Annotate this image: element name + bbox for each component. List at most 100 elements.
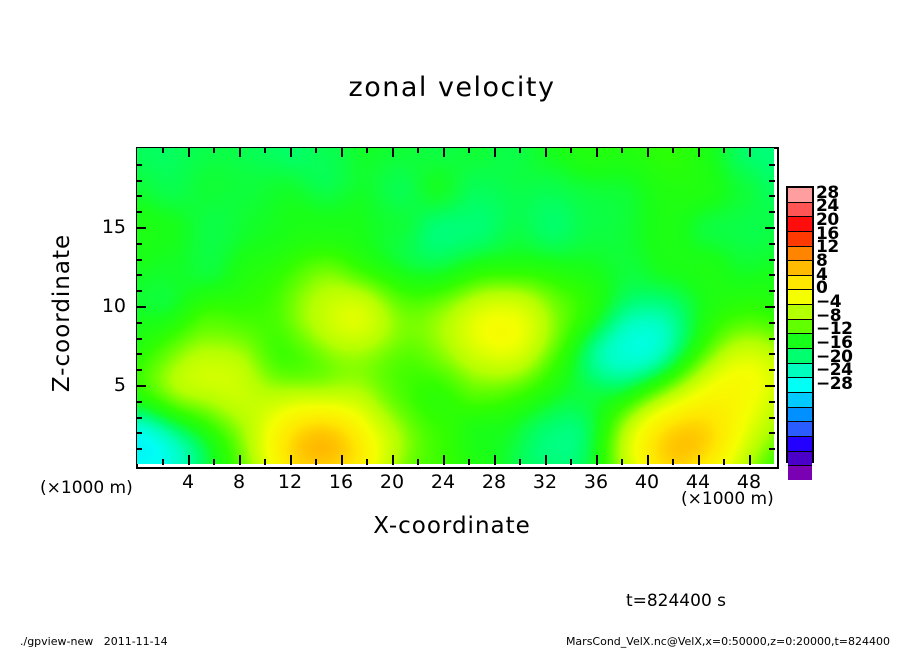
y-tick-minor	[136, 369, 142, 371]
x-tick-minor	[213, 459, 215, 465]
y-tick-major	[136, 227, 146, 229]
colorbar-tick-label: −8	[816, 305, 842, 326]
y-tick-minor	[136, 274, 142, 276]
x-tick-major	[290, 455, 292, 465]
x-tick-minor	[315, 459, 317, 465]
colorbar-swatch	[788, 451, 812, 467]
colorbar-swatch	[788, 363, 812, 379]
colorbar-tick-label: 24	[816, 196, 839, 217]
y-tick-minor	[136, 290, 142, 292]
colorbar-swatch	[788, 261, 812, 276]
x-tick-minor	[672, 459, 674, 465]
x-tick-major-top	[239, 147, 241, 157]
x-tick-major-top	[188, 147, 190, 157]
x-tick-label: 4	[181, 471, 195, 493]
colorbar-swatch	[788, 188, 812, 203]
x-tick-minor	[417, 459, 419, 465]
x-tick-label: 44	[685, 471, 711, 493]
y-tick-minor	[136, 180, 142, 182]
x-tick-minor-top	[264, 147, 266, 153]
y-tick-minor-right	[769, 338, 775, 340]
y-tick-minor	[136, 211, 142, 213]
x-tick-minor	[519, 459, 521, 465]
colorbar-swatch	[788, 290, 812, 306]
y-tick-major-right	[765, 385, 775, 387]
y-tick-minor	[136, 417, 142, 419]
x-tick-minor	[366, 459, 368, 465]
x-tick-major	[749, 455, 751, 465]
colorbar-swatch	[788, 246, 812, 262]
x-tick-major-top	[749, 147, 751, 157]
y-tick-minor-right	[769, 432, 775, 434]
footer-left: ./gpview-new 2011-11-14	[20, 635, 168, 648]
colorbar-tick-label: 20	[816, 210, 839, 231]
x-tick-minor	[264, 459, 266, 465]
x-tick-label: 20	[379, 471, 405, 493]
colorbar-tick-label: 12	[816, 237, 839, 258]
y-tick-minor-right	[769, 290, 775, 292]
x-tick-minor-top	[723, 147, 725, 153]
x-tick-minor-top	[468, 147, 470, 153]
colorbar-tick-label: 28	[816, 182, 839, 203]
x-tick-label: 40	[634, 471, 660, 493]
x-tick-minor-top	[366, 147, 368, 153]
colorbar-swatch	[788, 349, 812, 364]
x-tick-major	[188, 455, 190, 465]
y-tick-label: 15	[101, 216, 126, 238]
x-axis-label: X-coordinate	[373, 513, 531, 539]
x-tick-label: 36	[583, 471, 609, 493]
y-tick-minor	[136, 448, 142, 450]
x-tick-minor-top	[417, 147, 419, 153]
colorbar-tick-label: 8	[816, 251, 828, 272]
x-tick-label: 8	[232, 471, 246, 493]
x-tick-major	[443, 455, 445, 465]
y-tick-minor	[136, 338, 142, 340]
x-tick-major-top	[545, 147, 547, 157]
y-tick-minor-right	[769, 259, 775, 261]
footer-date: 2011-11-14	[103, 635, 168, 648]
colorbar-tick-label: −24	[816, 360, 853, 381]
colorbar-swatch	[788, 392, 812, 408]
y-tick-label: 5	[113, 374, 126, 396]
colorbar-tick-label: −20	[816, 346, 853, 367]
colorbar-tick-label: −28	[816, 373, 853, 394]
colorbar	[786, 186, 814, 480]
x-tick-major-top	[494, 147, 496, 157]
y-tick-minor-right	[769, 353, 775, 355]
colorbar-tick-label: −16	[816, 332, 853, 353]
time-annotation-text: t=824400 s	[625, 591, 727, 611]
y-tick-minor	[136, 353, 142, 355]
y-tick-minor	[136, 259, 142, 261]
x-tick-major-top	[290, 147, 292, 157]
colorbar-swatch	[788, 202, 812, 218]
x-tick-minor-top	[570, 147, 572, 153]
x-tick-minor	[723, 459, 725, 465]
x-tick-major	[392, 455, 394, 465]
colorbar-swatch	[788, 436, 812, 452]
colorbar-swatch	[788, 422, 812, 437]
x-tick-label: 48	[736, 471, 762, 493]
y-tick-minor-right	[769, 195, 775, 197]
colorbar-swatch	[788, 275, 812, 291]
y-tick-minor-right	[769, 243, 775, 245]
y-tick-minor-right	[769, 401, 775, 403]
x-tick-major-top	[596, 147, 598, 157]
x-tick-label: 32	[532, 471, 558, 493]
x-tick-major	[698, 455, 700, 465]
y-tick-minor-right	[769, 211, 775, 213]
x-tick-major-top	[443, 147, 445, 157]
x-tick-minor-top	[672, 147, 674, 153]
x-tick-major-top	[698, 147, 700, 157]
colorbar-swatch	[788, 217, 812, 232]
x-tick-major-top	[647, 147, 649, 157]
y-tick-minor	[136, 164, 142, 166]
x-tick-major	[596, 455, 598, 465]
x-tick-major	[647, 455, 649, 465]
y-tick-minor	[136, 432, 142, 434]
x-tick-label: 12	[277, 471, 303, 493]
colorbar-tick-label: −4	[816, 292, 842, 313]
page-title: zonal velocity	[348, 72, 556, 103]
y-tick-minor-right	[769, 274, 775, 276]
y-tick-major	[136, 385, 146, 387]
x-tick-minor	[162, 459, 164, 465]
